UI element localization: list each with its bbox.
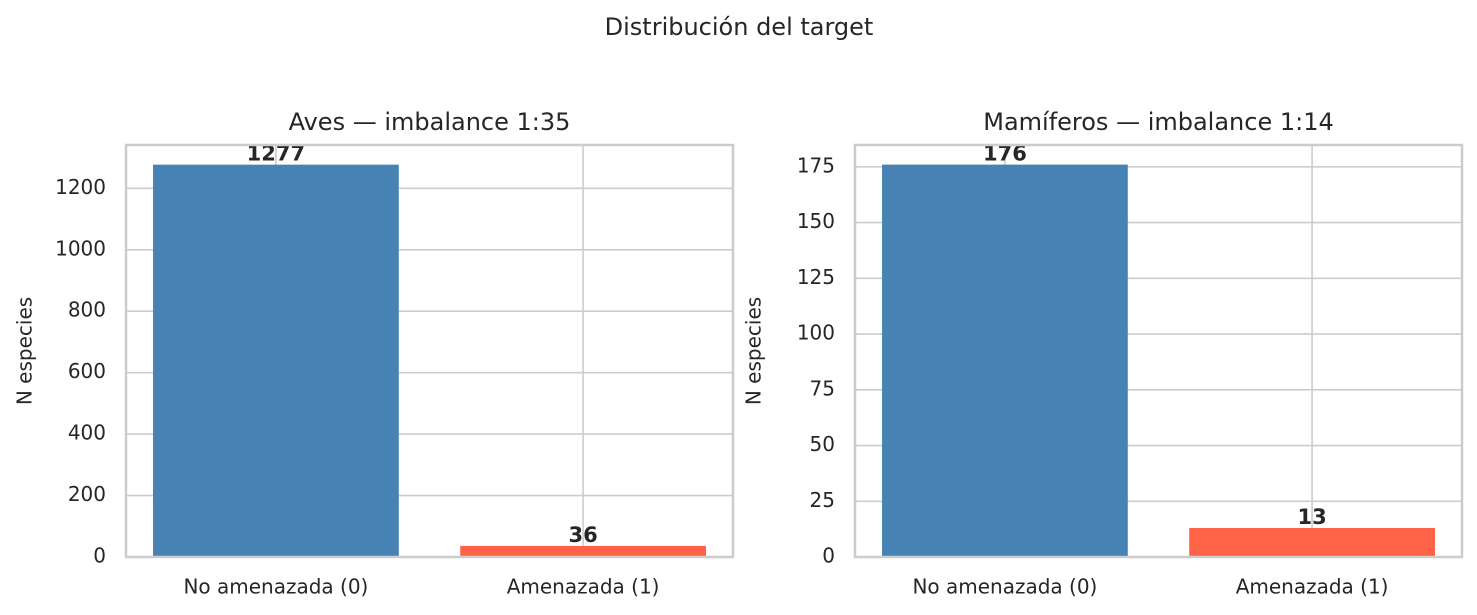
y-tick-label: 200 <box>68 482 106 506</box>
y-tick-label: 1200 <box>55 175 106 199</box>
y-tick-label: 1000 <box>55 236 106 260</box>
y-tick-label: 100 <box>797 321 835 345</box>
x-tick-label: No amenazada (0) <box>912 575 1097 599</box>
x-tick-label: Amenazada (1) <box>1236 575 1389 599</box>
y-tick-label: 800 <box>68 298 106 322</box>
axes-frame <box>124 143 735 559</box>
value-label: 36 <box>568 523 597 547</box>
y-tick-label: 25 <box>810 488 835 512</box>
value-label: 13 <box>1297 505 1326 529</box>
bar <box>153 164 399 557</box>
y-tick-label: 175 <box>797 153 835 177</box>
axes-title: Aves — imbalance 1:35 <box>289 108 571 136</box>
y-tick-label: 150 <box>797 209 835 233</box>
y-tick-label: 50 <box>810 432 835 456</box>
x-tick-label: Amenazada (1) <box>507 575 660 599</box>
y-tick-label: 125 <box>797 265 835 289</box>
y-tick-label: 0 <box>93 544 106 568</box>
x-tick-label: No amenazada (0) <box>183 575 368 599</box>
bar <box>882 164 1128 557</box>
y-tick-label: 75 <box>810 376 835 400</box>
bar <box>460 545 706 557</box>
axes-title: Mamíferos — imbalance 1:14 <box>983 108 1334 136</box>
figure-title: Distribución del target <box>605 13 874 41</box>
y-axis-label: N especies <box>742 297 766 405</box>
y-tick-label: 400 <box>68 421 106 445</box>
y-tick-label: 0 <box>822 544 835 568</box>
axes-frame <box>853 143 1464 559</box>
bar <box>1189 528 1435 557</box>
y-tick-label: 600 <box>68 359 106 383</box>
y-axis-label: N especies <box>13 297 37 405</box>
